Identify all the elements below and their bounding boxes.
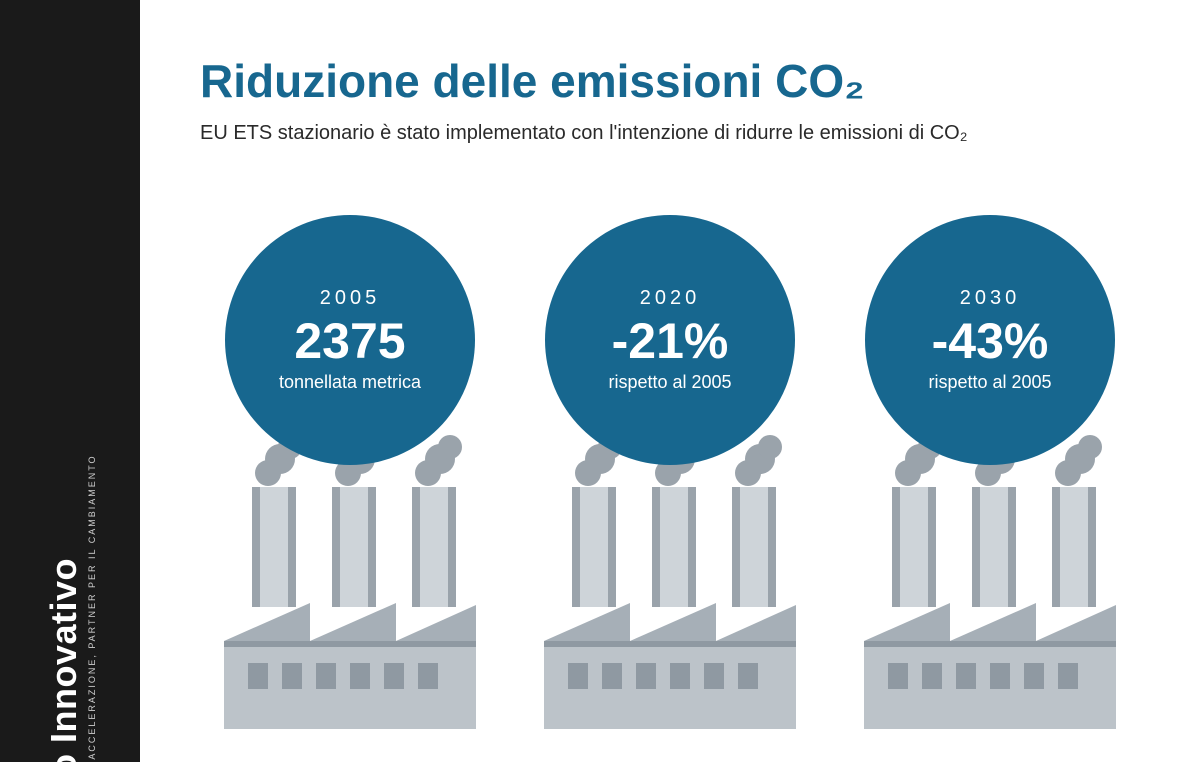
factory-icon: [210, 429, 490, 729]
brand-lockup: Polo Innovativo ESPERTI DI ACCELERAZIONE…: [43, 454, 97, 762]
stat-sub: rispetto al 2005: [608, 372, 731, 393]
stat-item: 2005 2375 tonnellata metrica: [210, 215, 490, 729]
stat-sub: tonnellata metrica: [279, 372, 421, 393]
stat-value: -21%: [612, 316, 729, 366]
infographic-page: Polo Innovativo ESPERTI DI ACCELERAZIONE…: [0, 0, 1200, 762]
brand-sidebar: Polo Innovativo ESPERTI DI ACCELERAZIONE…: [0, 0, 140, 762]
content-area: Riduzione delle emissioni CO₂ EU ETS sta…: [140, 0, 1200, 762]
stat-value: 2375: [294, 316, 405, 366]
stat-year: 2030: [960, 287, 1021, 310]
brand-name: Polo Innovativo: [43, 454, 85, 762]
page-subtitle: EU ETS stazionario è stato implementato …: [200, 122, 1140, 145]
stat-item: 2020 -21% rispetto al 2005: [530, 215, 810, 729]
stat-bubble: 2030 -43% rispetto al 2005: [865, 215, 1115, 465]
stat-year: 2005: [320, 287, 381, 310]
stat-bubble: 2020 -21% rispetto al 2005: [545, 215, 795, 465]
stat-year: 2020: [640, 287, 701, 310]
stat-bubble: 2005 2375 tonnellata metrica: [225, 215, 475, 465]
factory-icon: [530, 429, 810, 729]
factory-icon: [850, 429, 1130, 729]
brand-tagline: ESPERTI DI ACCELERAZIONE, PARTNER PER IL…: [87, 454, 97, 762]
page-title: Riduzione delle emissioni CO₂: [200, 54, 1140, 108]
stat-item: 2030 -43% rispetto al 2005: [850, 215, 1130, 729]
stat-sub: rispetto al 2005: [928, 372, 1051, 393]
stats-row: 2005 2375 tonnellata metrica: [200, 215, 1140, 729]
stat-value: -43%: [932, 316, 1049, 366]
